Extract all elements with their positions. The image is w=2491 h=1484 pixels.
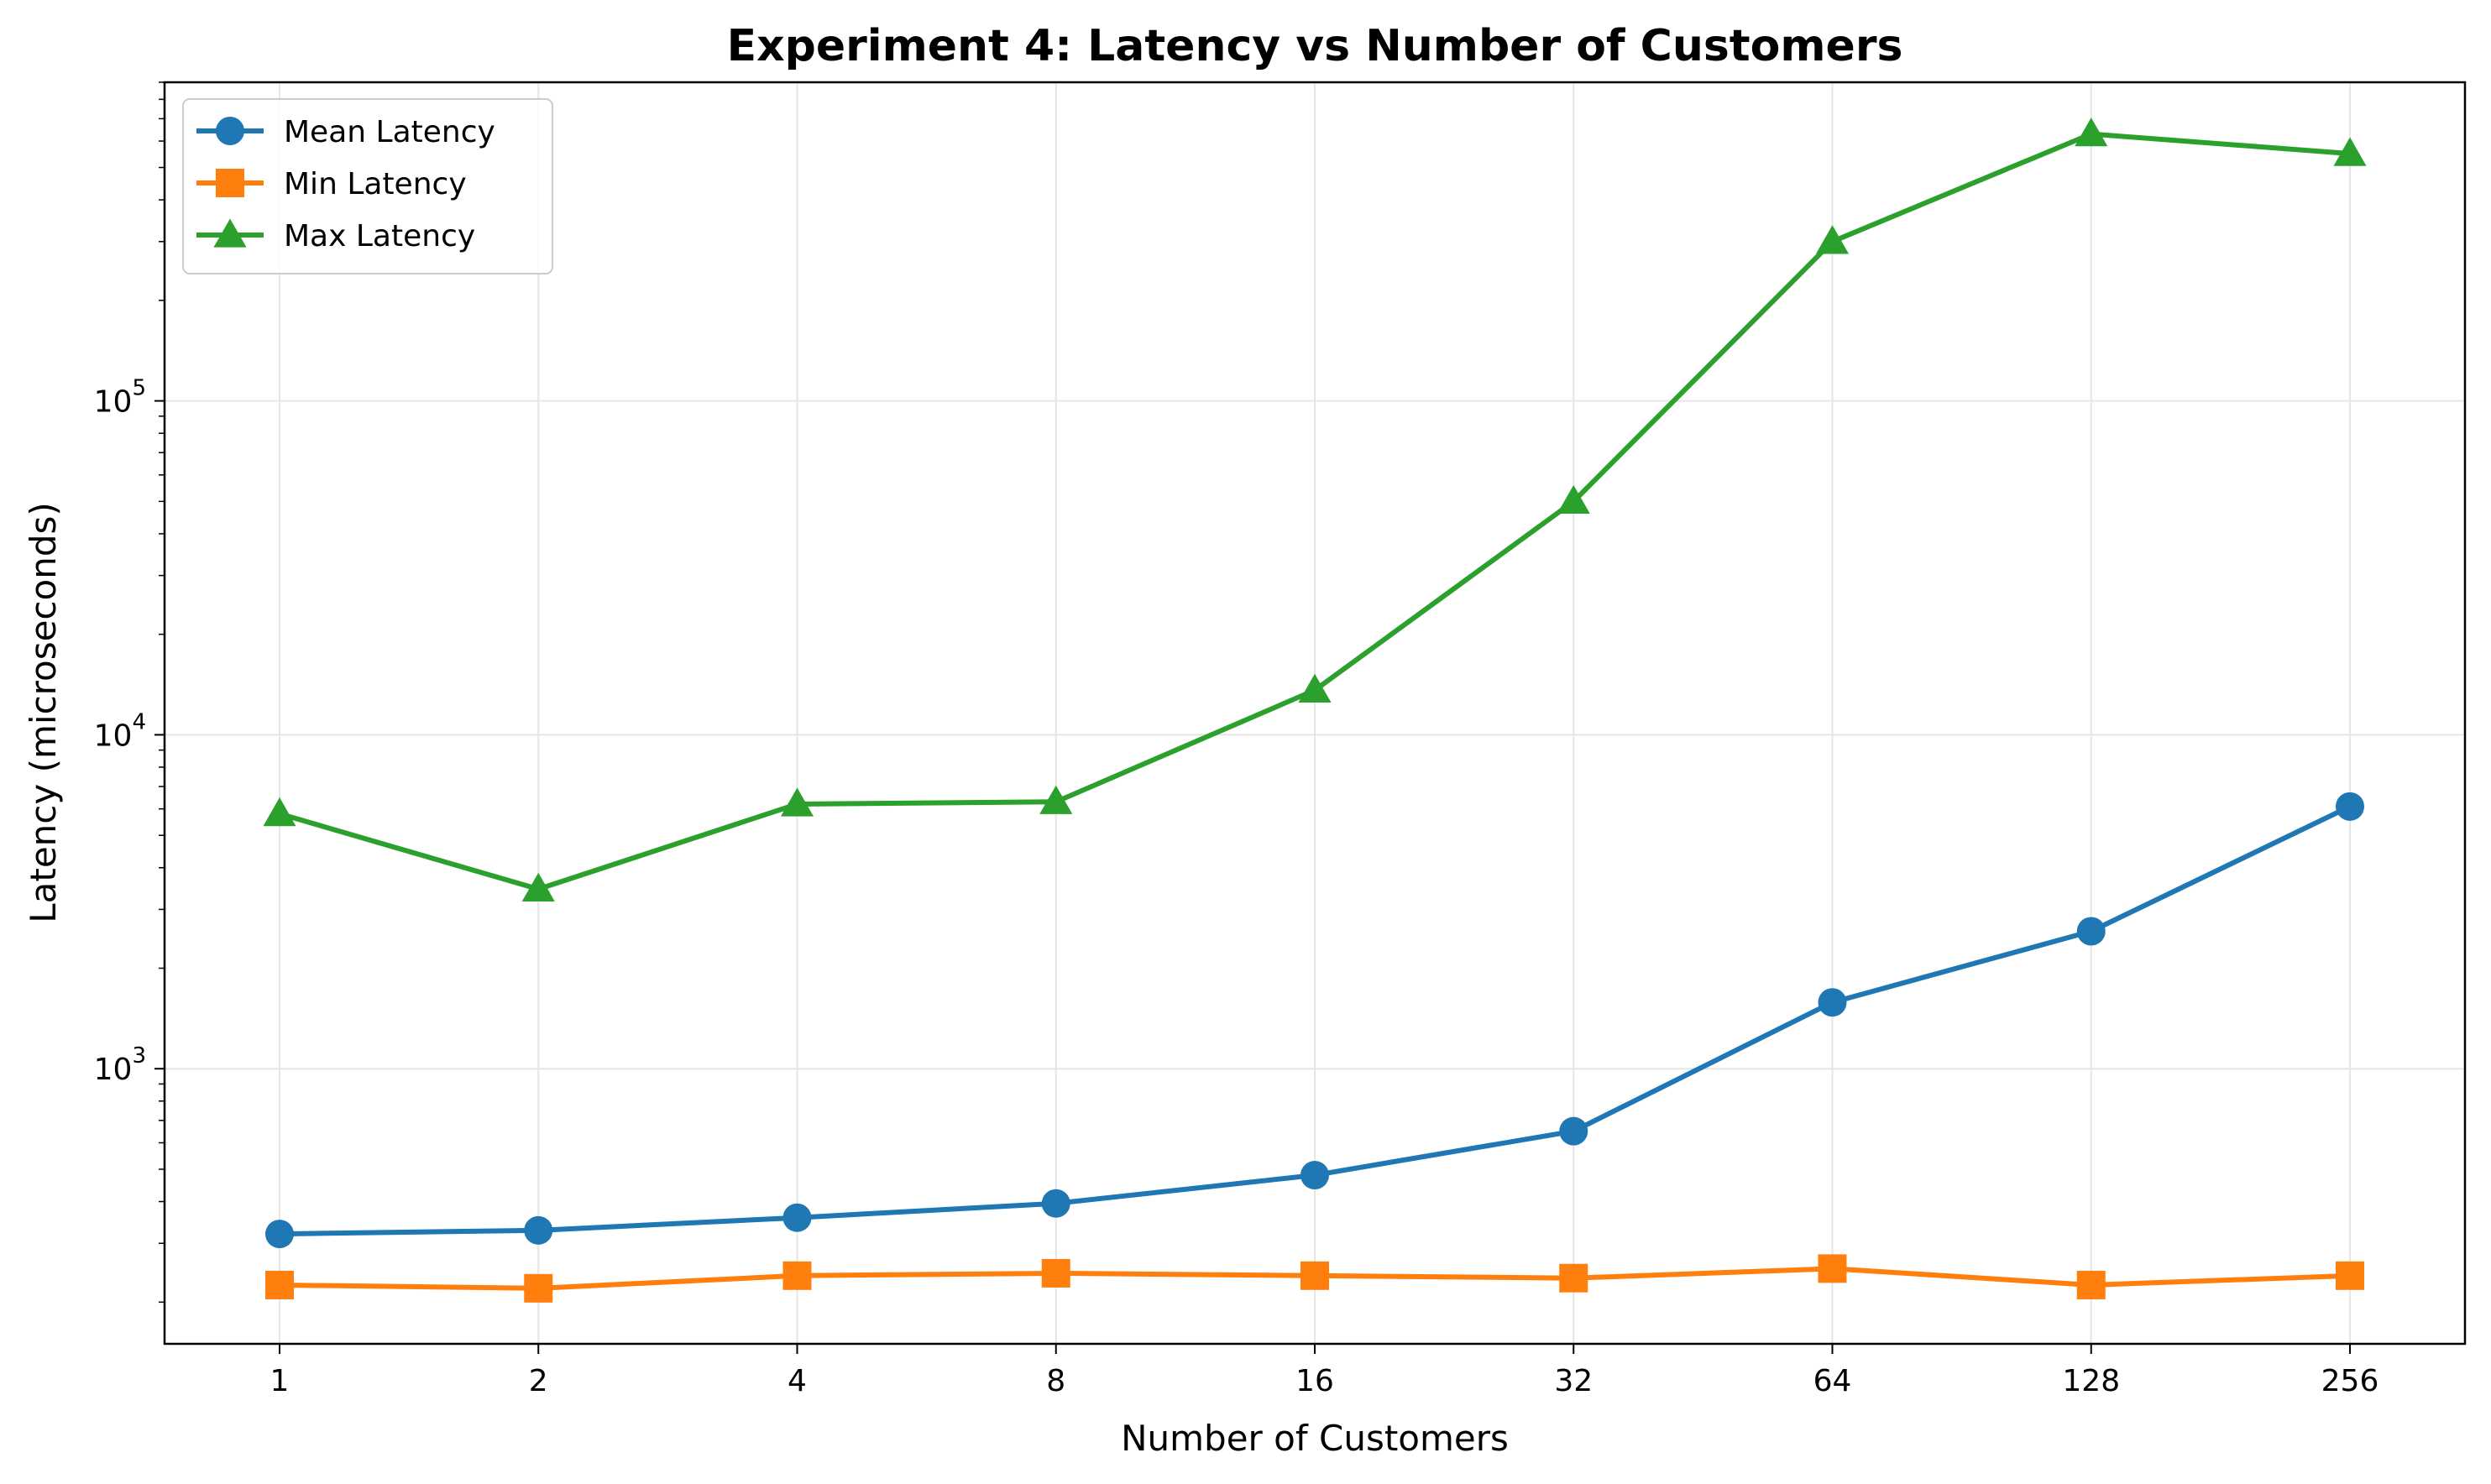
data-point-max-latency [2075, 118, 2108, 147]
data-point-mean-latency [265, 1220, 294, 1249]
data-point-min-latency [265, 1270, 294, 1299]
y-tick-label: 104 [94, 709, 146, 753]
y-tick-exponent: 3 [132, 1043, 146, 1069]
data-point-max-latency [1815, 225, 1850, 254]
y-tick-label: 105 [94, 376, 146, 420]
data-point-mean-latency [1559, 1116, 1588, 1146]
series-max-latency [263, 118, 2367, 901]
x-tick-label: 64 [1813, 1364, 1852, 1398]
data-point-max-latency [521, 872, 555, 901]
series-layer [263, 118, 2367, 1303]
data-point-mean-latency [1818, 988, 1847, 1017]
legend: Mean Latency Min Latency Max Latency [182, 98, 553, 274]
chart-title: Experiment 4: Latency vs Number of Custo… [727, 21, 1903, 71]
x-axis-label: Number of Customers [1121, 1418, 1509, 1459]
x-tick-label: 256 [2321, 1364, 2379, 1398]
data-point-min-latency [1818, 1254, 1847, 1283]
data-point-min-latency [1300, 1261, 1329, 1290]
x-tick-label: 4 [788, 1364, 807, 1398]
data-point-max-latency [1039, 785, 1073, 814]
data-point-max-latency [1298, 673, 1332, 703]
data-point-max-latency [1557, 484, 1590, 515]
data-point-mean-latency [2076, 917, 2106, 946]
x-tick-label: 32 [1554, 1364, 1593, 1398]
y-axis-label: Latency (microseconds) [23, 502, 64, 923]
data-point-min-latency [2076, 1270, 2106, 1299]
legend-marker [216, 169, 244, 197]
x-tick-label: 1 [270, 1364, 290, 1398]
legend-marker [213, 218, 247, 248]
data-point-mean-latency [782, 1203, 812, 1232]
data-point-min-latency [1559, 1263, 1588, 1293]
data-point-mean-latency [1300, 1161, 1329, 1190]
data-point-mean-latency [2336, 792, 2364, 821]
data-point-mean-latency [524, 1215, 553, 1245]
data-point-min-latency [524, 1273, 553, 1303]
data-point-min-latency [2336, 1261, 2364, 1290]
data-point-min-latency [1041, 1258, 1070, 1288]
data-point-max-latency [780, 787, 814, 817]
y-tick-exponent: 4 [132, 709, 146, 734]
y-tick-base: 10 [94, 718, 133, 753]
legend-item-max-latency: Max Latency [196, 218, 475, 253]
data-point-mean-latency [1041, 1189, 1070, 1218]
x-tick-label: 16 [1295, 1364, 1334, 1398]
x-tick-label: 2 [529, 1364, 548, 1398]
legend-label: Mean Latency [284, 115, 495, 149]
y-tick-exponent: 5 [132, 376, 146, 401]
y-tick-label: 103 [94, 1043, 146, 1087]
series-min-latency [265, 1254, 2364, 1303]
y-tick-base: 10 [94, 1053, 133, 1087]
legend-label: Min Latency [284, 167, 467, 201]
x-tick-label: 8 [1046, 1364, 1065, 1398]
series-mean-latency [265, 792, 2364, 1249]
x-tick-label: 128 [2062, 1364, 2120, 1398]
y-tick-base: 10 [94, 385, 133, 420]
data-point-max-latency [263, 797, 296, 827]
legend-item-mean-latency: Mean Latency [196, 115, 495, 149]
legend-label: Max Latency [284, 219, 475, 253]
data-point-min-latency [782, 1261, 812, 1290]
legend-item-min-latency: Min Latency [196, 167, 467, 201]
legend-box [182, 98, 553, 274]
data-point-max-latency [2333, 137, 2367, 166]
legend-marker [216, 117, 244, 145]
grid [165, 82, 2465, 1344]
